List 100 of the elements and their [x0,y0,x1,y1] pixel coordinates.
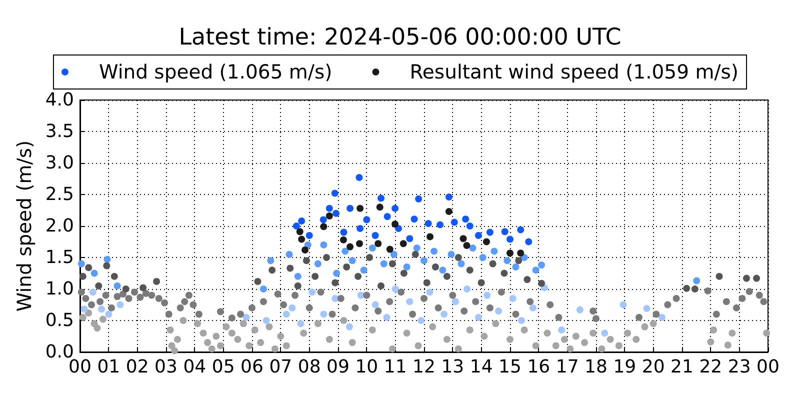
point [509,294,516,302]
point [378,194,384,202]
x-tick-label: 14 [470,356,493,378]
y-tick-label: 2.0 [45,216,74,236]
point [454,254,462,261]
point [400,240,407,248]
x-tick-label: 07 [269,356,292,378]
point [340,236,347,244]
point [430,248,438,255]
point [306,232,313,239]
point [304,241,312,248]
y-tick-label: 3.5 [45,121,74,142]
point [576,306,584,314]
x-tick-label: 01 [97,356,120,378]
point [432,263,439,270]
point [103,262,110,270]
point [302,246,309,254]
point [333,270,340,277]
point [296,228,304,236]
point [448,250,455,258]
point [403,263,410,270]
point [512,263,520,270]
point [469,244,476,252]
point [98,306,105,313]
x-tick-label: 04 [183,356,206,378]
point [406,235,414,242]
x-tick-label: 23 [728,356,751,378]
point [380,260,388,268]
point [298,236,306,243]
y-axis-title: Wind speed (m/s) [12,140,36,312]
point [412,250,419,258]
point [110,272,118,280]
point [294,282,302,290]
x-tick-label: 20 [642,356,665,378]
point [478,279,485,286]
point [254,278,262,285]
point [501,228,508,236]
point [292,222,300,230]
point [260,286,267,292]
point [242,314,250,321]
point [268,266,276,274]
point [354,272,362,280]
point [298,217,306,224]
point [297,320,304,328]
x-tick-label: 17 [556,356,579,378]
point [716,272,723,280]
point [410,216,418,223]
point [308,288,316,296]
point [320,223,328,230]
point [445,194,452,201]
point [413,244,420,252]
point [80,306,88,313]
point [436,221,444,228]
point [532,266,540,274]
point [500,270,508,277]
point [104,256,111,263]
x-tick-label: 12 [412,356,436,378]
point [484,292,491,299]
point [374,240,382,248]
point [116,301,124,308]
point [693,277,700,284]
x-tick-label: 02 [126,356,149,378]
point [620,301,627,308]
chart-title: Latest time: 2024-05-06 00:00:00 UTC [178,24,622,50]
point [376,204,384,211]
point [658,314,666,321]
y-tick-label: 0.5 [45,310,74,331]
point [378,282,384,290]
point [372,232,379,239]
point [443,272,450,280]
point [346,204,354,212]
point [538,280,546,287]
point [423,279,430,286]
point [490,248,498,255]
point [506,236,514,243]
point [683,284,690,292]
point [390,250,398,258]
point [320,310,328,318]
point [386,246,394,253]
point [372,301,379,308]
point [601,330,608,337]
point [439,266,446,274]
point [302,257,310,264]
point [458,260,465,268]
point [517,226,524,234]
point [340,228,348,236]
x-tick-label: 03 [154,356,178,378]
point [486,228,494,236]
point [691,286,698,292]
point [384,213,391,220]
point [314,260,322,268]
point [357,292,364,299]
legend-label: Wind speed (1.065 m/s) [98,60,332,84]
x-tick-label: 11 [384,356,407,378]
point [525,238,532,246]
point [356,204,364,212]
point [474,232,482,239]
x-tick-label: 21 [670,356,694,378]
point [105,310,112,318]
point [406,298,414,306]
